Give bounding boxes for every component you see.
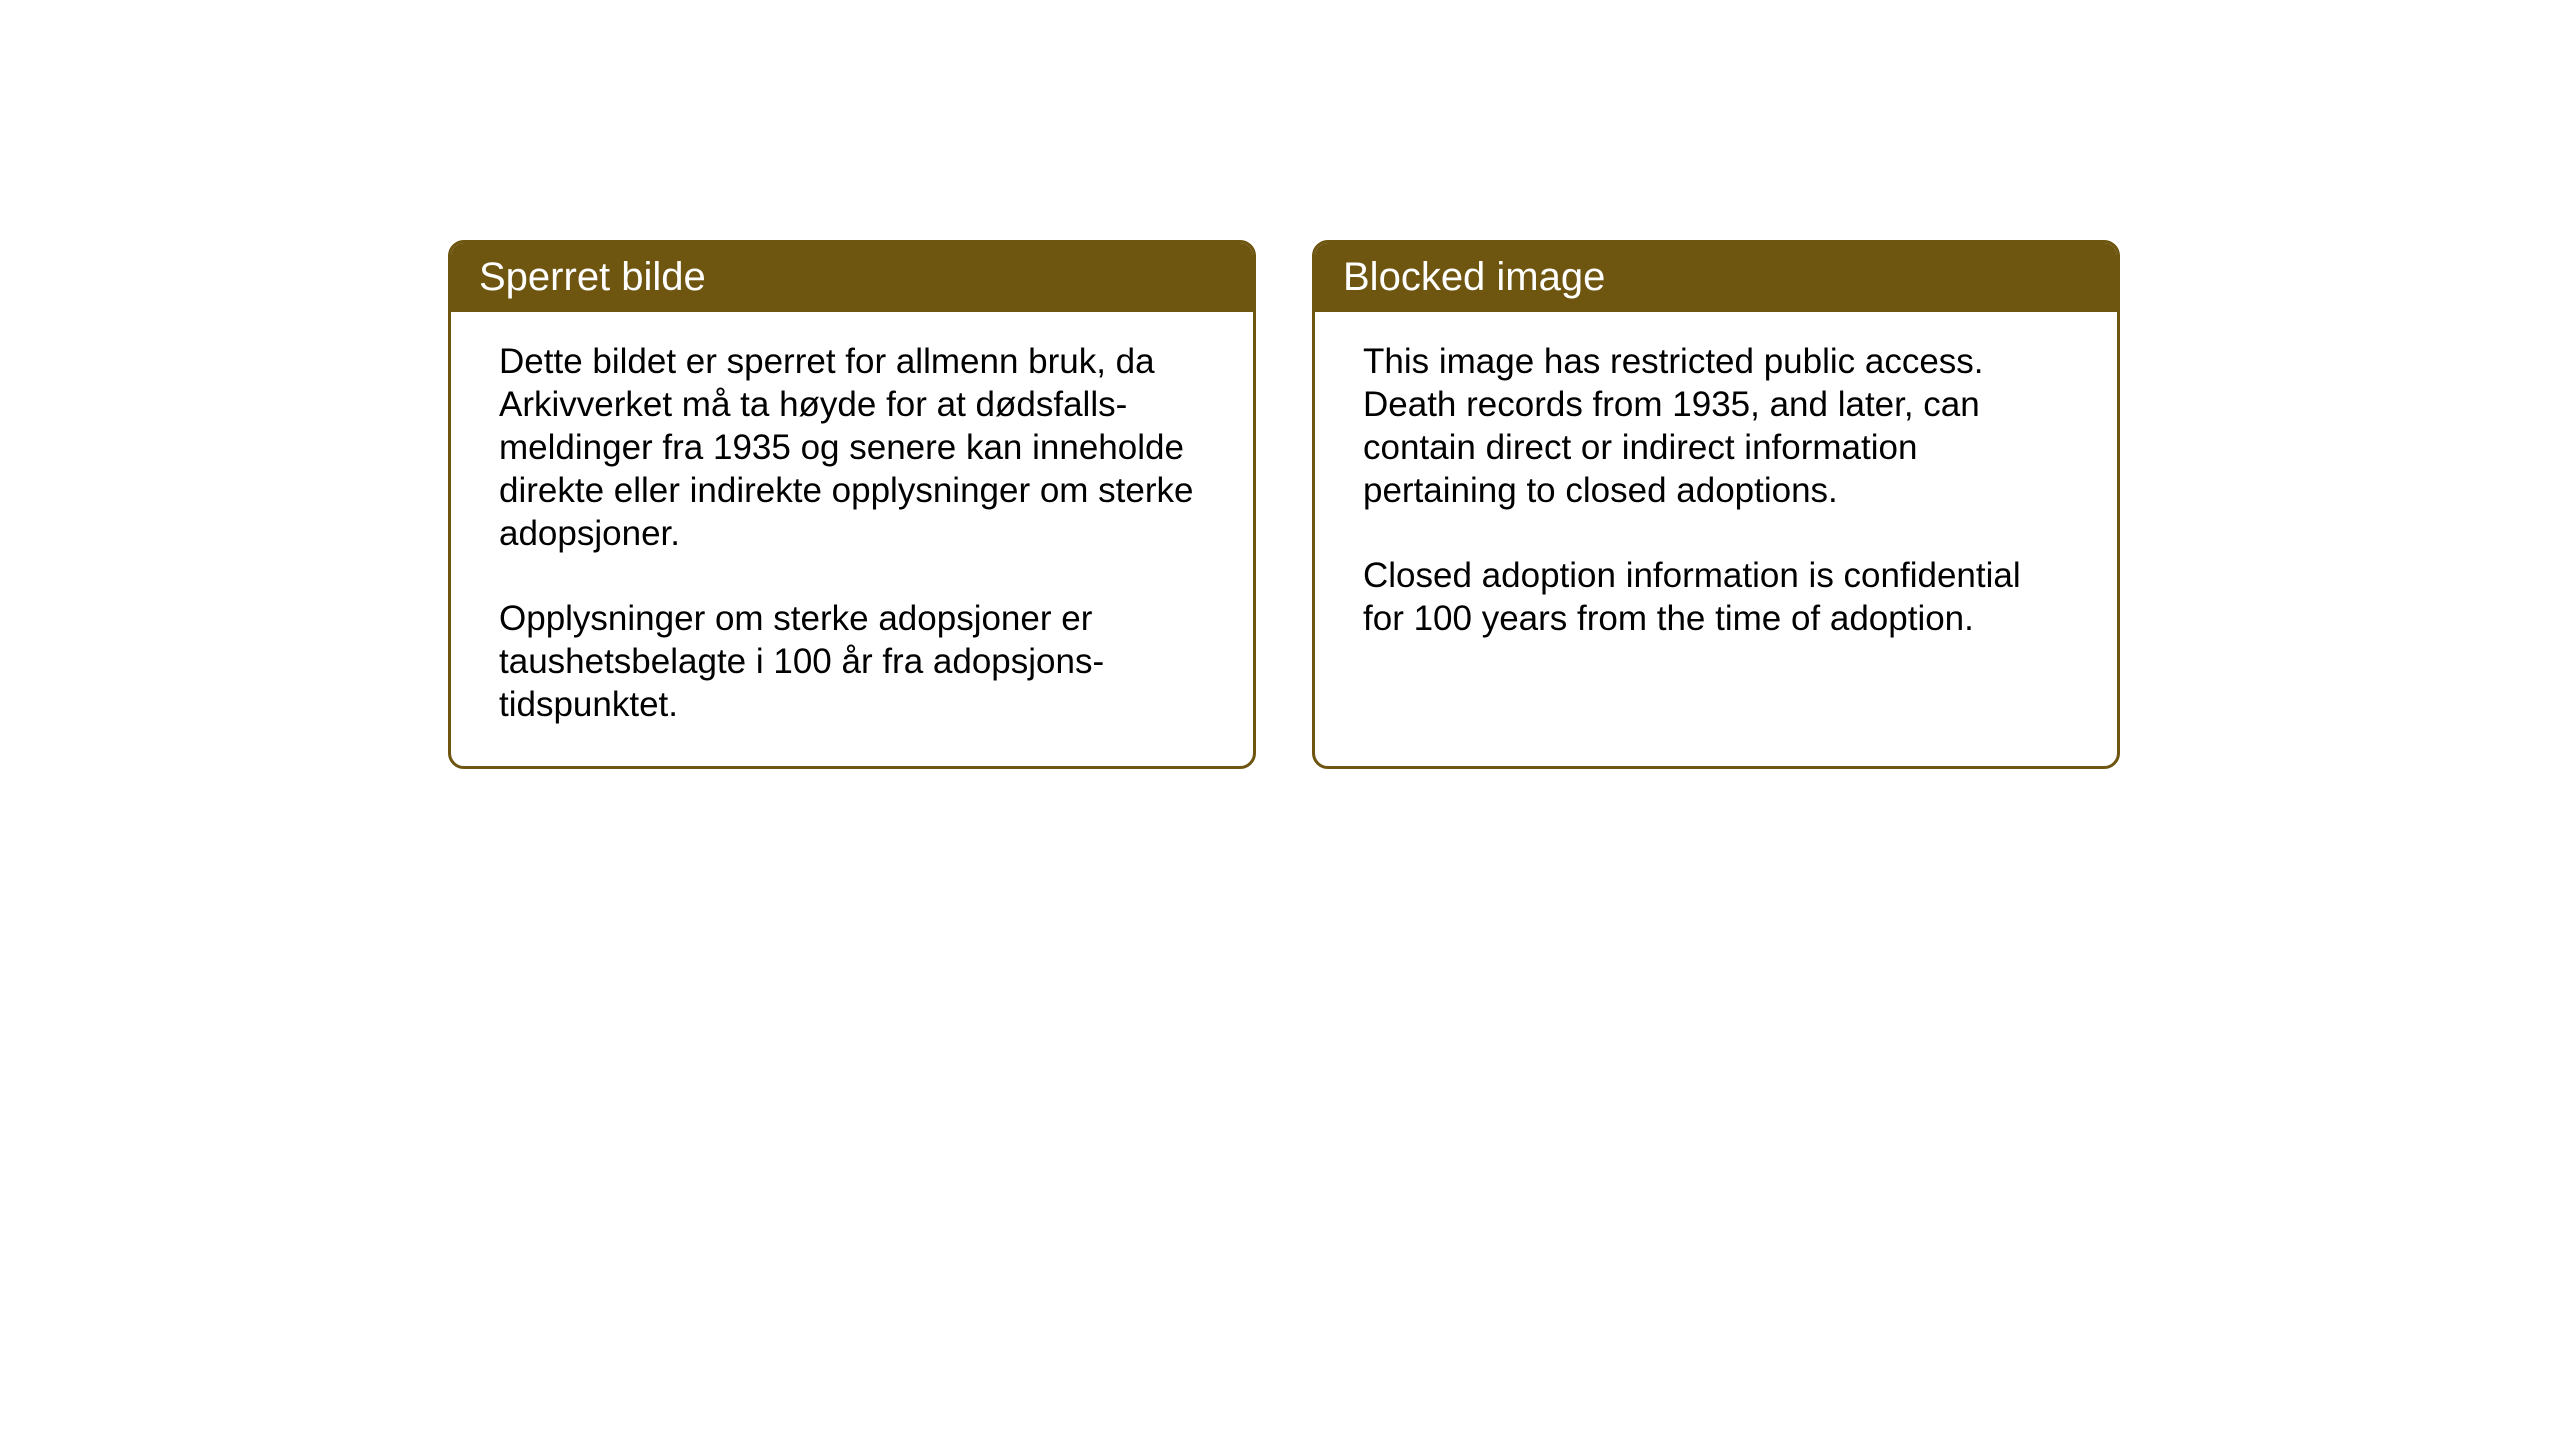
notice-title-norwegian: Sperret bilde [451, 243, 1253, 312]
notice-paragraph-1-norwegian: Dette bildet er sperret for allmenn bruk… [499, 340, 1205, 555]
notice-body-norwegian: Dette bildet er sperret for allmenn bruk… [451, 312, 1253, 766]
notice-paragraph-2-norwegian: Opplysninger om sterke adopsjoner er tau… [499, 597, 1205, 726]
notice-paragraph-2-english: Closed adoption information is confident… [1363, 554, 2069, 640]
notice-body-english: This image has restricted public access.… [1315, 312, 2117, 680]
notice-container: Sperret bilde Dette bildet er sperret fo… [448, 240, 2120, 769]
notice-paragraph-1-english: This image has restricted public access.… [1363, 340, 2069, 512]
notice-box-english: Blocked image This image has restricted … [1312, 240, 2120, 769]
notice-title-english: Blocked image [1315, 243, 2117, 312]
notice-box-norwegian: Sperret bilde Dette bildet er sperret fo… [448, 240, 1256, 769]
